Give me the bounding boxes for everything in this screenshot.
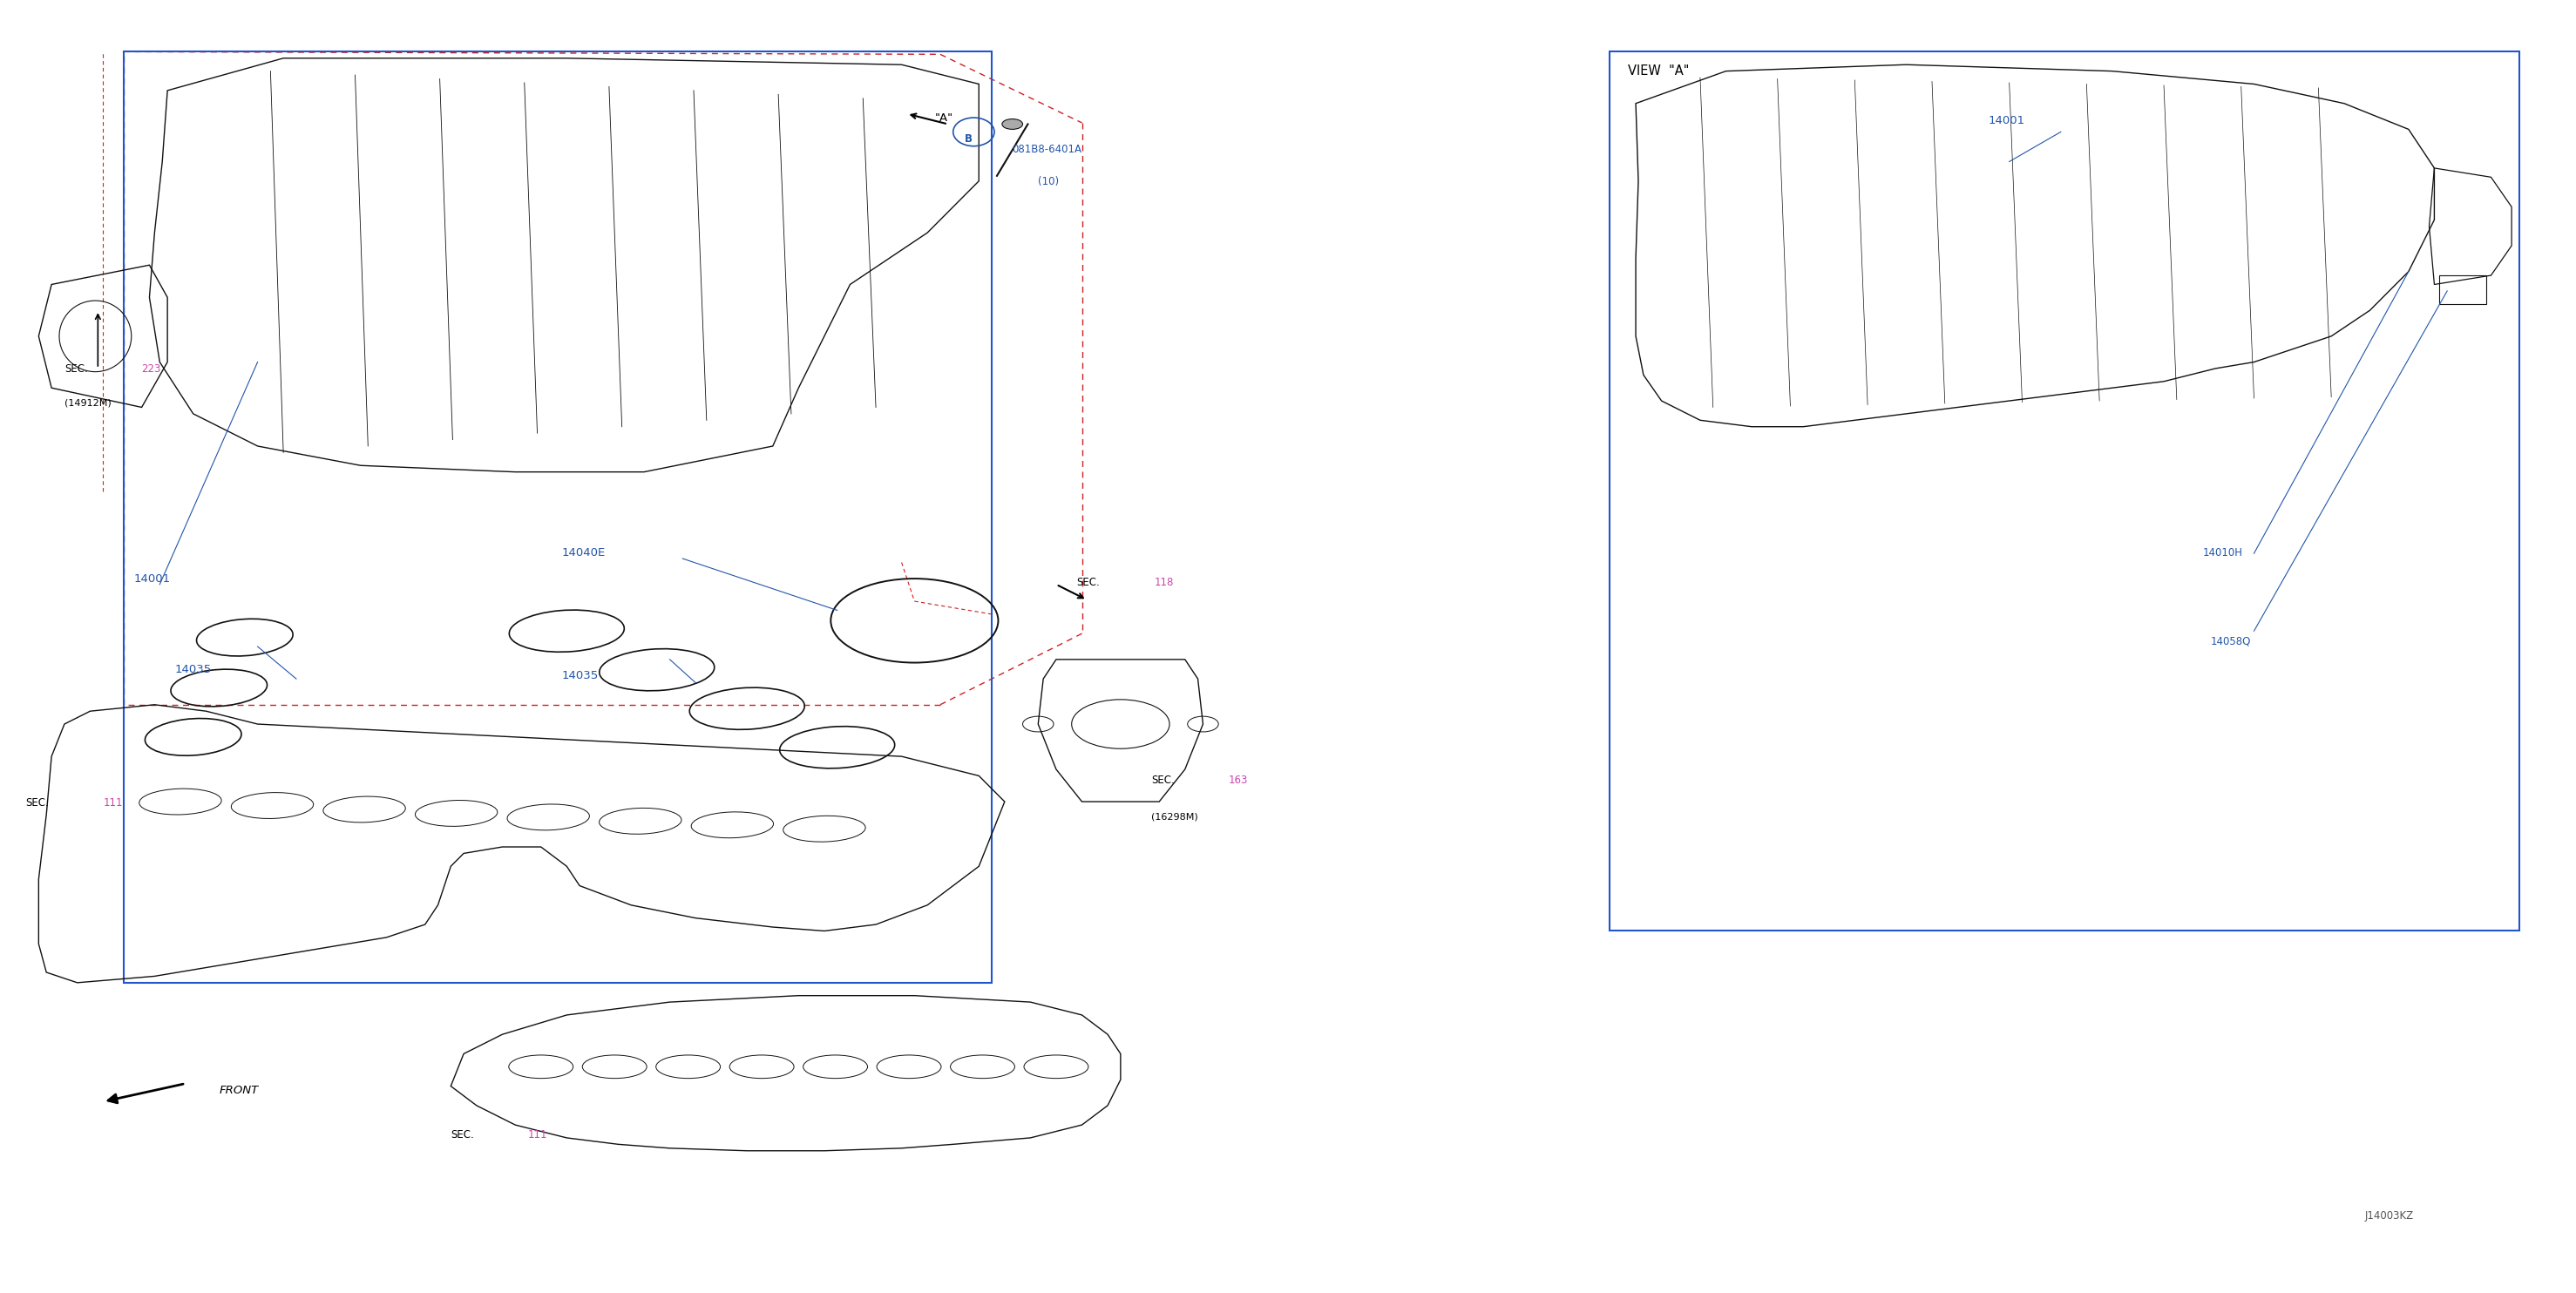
Bar [1610, 52, 2519, 931]
Text: 14035: 14035 [562, 670, 598, 681]
Text: 14035: 14035 [175, 663, 211, 675]
Text: 111: 111 [103, 796, 124, 808]
Text: (16298M): (16298M) [1151, 812, 1198, 821]
Text: SEC.: SEC. [26, 796, 49, 808]
Bar [2439, 275, 2486, 304]
Text: J14003KZ: J14003KZ [2365, 1210, 2414, 1222]
Text: (14912M): (14912M) [64, 398, 111, 407]
Text: B: B [963, 133, 974, 145]
Text: 081B8-6401A: 081B8-6401A [1012, 144, 1082, 155]
Text: 14058Q: 14058Q [2210, 635, 2251, 646]
Text: SEC.: SEC. [1151, 775, 1175, 786]
Text: "A": "A" [935, 112, 953, 124]
Text: 118: 118 [1154, 577, 1175, 588]
Bar [124, 52, 992, 983]
Ellipse shape [1002, 119, 1023, 129]
Text: VIEW  "A": VIEW "A" [1628, 65, 1690, 78]
Text: 111: 111 [528, 1129, 549, 1140]
Text: 14040E: 14040E [562, 547, 605, 559]
Text: SEC.: SEC. [451, 1129, 474, 1140]
Text: 163: 163 [1229, 775, 1249, 786]
Text: 223: 223 [142, 363, 162, 375]
Text: 14010H: 14010H [2202, 547, 2244, 559]
Text: FRONT: FRONT [219, 1085, 258, 1096]
Text: (10): (10) [1038, 176, 1059, 187]
Text: SEC.: SEC. [64, 363, 88, 375]
Text: 14001: 14001 [1989, 115, 2025, 127]
Text: SEC.: SEC. [1077, 577, 1100, 588]
Text: 14001: 14001 [134, 573, 170, 584]
